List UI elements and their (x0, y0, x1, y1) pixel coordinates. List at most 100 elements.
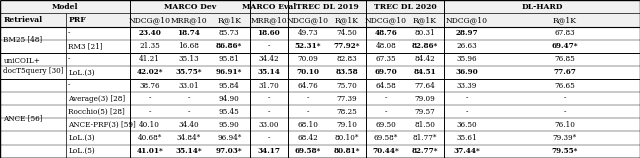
Text: 68.10: 68.10 (298, 121, 318, 129)
Text: -: - (148, 95, 151, 103)
Text: -: - (188, 108, 190, 116)
Text: 70.10: 70.10 (296, 68, 319, 76)
Text: -: - (268, 134, 270, 142)
Text: -: - (307, 95, 309, 103)
Text: 33.39: 33.39 (457, 82, 477, 90)
Text: -: - (68, 55, 70, 63)
Text: 69.47*: 69.47* (552, 42, 578, 50)
Text: 35.61: 35.61 (457, 134, 477, 142)
Text: 95.45: 95.45 (219, 108, 239, 116)
Text: 69.50: 69.50 (376, 121, 396, 129)
Text: -: - (466, 108, 468, 116)
Text: Rocchio(5) [28]: Rocchio(5) [28] (68, 108, 125, 116)
Text: NDCG@10: NDCG@10 (446, 16, 488, 24)
Text: 86.86*: 86.86* (216, 42, 243, 50)
Text: -: - (68, 82, 70, 90)
Text: 34.40: 34.40 (179, 121, 199, 129)
Text: 70.44*: 70.44* (372, 147, 399, 155)
Text: uniCOIL+
docT5query [30]: uniCOIL+ docT5query [30] (3, 57, 64, 75)
Text: 80.10*: 80.10* (335, 134, 359, 142)
Text: 79.57: 79.57 (415, 108, 435, 116)
Text: 35.14: 35.14 (257, 68, 280, 76)
Text: RM3 [21]: RM3 [21] (68, 42, 102, 50)
Text: -: - (148, 108, 151, 116)
Text: 79.39*: 79.39* (553, 134, 577, 142)
Text: 40.68*: 40.68* (138, 134, 162, 142)
Text: 69.58*: 69.58* (374, 134, 398, 142)
Text: 28.97: 28.97 (456, 29, 478, 37)
Text: 35.14*: 35.14* (175, 147, 202, 155)
Text: LoL.(3): LoL.(3) (68, 68, 95, 76)
Text: 95.81: 95.81 (219, 55, 239, 63)
Bar (0, 0, 640, 13)
Text: 68.42: 68.42 (298, 134, 318, 142)
Text: 96.91*: 96.91* (216, 68, 243, 76)
Text: 82.86*: 82.86* (412, 42, 438, 50)
Text: 35.75*: 35.75* (175, 68, 202, 76)
Text: 34.84*: 34.84* (177, 134, 201, 142)
Text: -: - (268, 108, 270, 116)
Text: -: - (385, 95, 387, 103)
Text: 80.81*: 80.81* (333, 147, 360, 155)
Text: 69.70: 69.70 (374, 68, 397, 76)
Text: 16.68: 16.68 (179, 42, 199, 50)
Text: 79.55*: 79.55* (552, 147, 578, 155)
Text: 34.42: 34.42 (259, 55, 279, 63)
Text: DL-HARD: DL-HARD (521, 3, 563, 11)
Text: 33.01: 33.01 (179, 82, 199, 90)
Text: -: - (268, 42, 270, 50)
Text: 85.73: 85.73 (219, 29, 239, 37)
Text: 82.83: 82.83 (337, 55, 357, 63)
Text: 40.10: 40.10 (139, 121, 160, 129)
Text: -: - (564, 108, 566, 116)
Text: -: - (268, 95, 270, 103)
Text: NDCG@10: NDCG@10 (365, 16, 407, 24)
Text: 76.85: 76.85 (554, 55, 575, 63)
Text: 77.64: 77.64 (415, 82, 435, 90)
Text: 76.10: 76.10 (554, 121, 575, 129)
Text: MRR@10: MRR@10 (171, 16, 207, 24)
Text: 48.08: 48.08 (376, 42, 396, 50)
Text: 42.02*: 42.02* (136, 68, 163, 76)
Text: 94.90: 94.90 (219, 95, 239, 103)
Text: 49.73: 49.73 (298, 29, 318, 37)
Text: 96.94*: 96.94* (217, 134, 241, 142)
Text: Model: Model (52, 3, 79, 11)
Text: 81.77*: 81.77* (413, 134, 437, 142)
Text: -: - (188, 95, 190, 103)
Text: 35.13: 35.13 (179, 55, 199, 63)
Text: 97.03*: 97.03* (216, 147, 243, 155)
Text: 95.90: 95.90 (219, 121, 239, 129)
Text: 67.35: 67.35 (376, 55, 396, 63)
Text: TREC DL 2019: TREC DL 2019 (296, 3, 358, 11)
Text: 41.01*: 41.01* (136, 147, 163, 155)
Text: Retrieval: Retrieval (3, 16, 43, 24)
Text: R@1K: R@1K (553, 16, 577, 24)
Text: 34.17: 34.17 (257, 147, 280, 155)
Text: 41.21: 41.21 (139, 55, 160, 63)
Text: 81.50: 81.50 (415, 121, 435, 129)
Text: MARCO Dev: MARCO Dev (164, 3, 216, 11)
Text: NDCG@10: NDCG@10 (287, 16, 329, 24)
Text: 84.51: 84.51 (413, 68, 436, 76)
Text: LoL.(5): LoL.(5) (68, 147, 95, 155)
Text: 82.77*: 82.77* (412, 147, 438, 155)
Text: -: - (68, 29, 70, 37)
Text: 36.50: 36.50 (457, 121, 477, 129)
Text: 78.25: 78.25 (337, 108, 357, 116)
Text: R@1K: R@1K (217, 16, 241, 24)
Text: 18.60: 18.60 (257, 29, 280, 37)
Text: 21.35: 21.35 (140, 42, 160, 50)
Text: 69.58*: 69.58* (295, 147, 321, 155)
Text: 75.70: 75.70 (337, 82, 357, 90)
Text: PRF: PRF (68, 16, 86, 24)
Text: 83.58: 83.58 (335, 68, 358, 76)
Text: ANCE-PRF(3) [59]: ANCE-PRF(3) [59] (68, 121, 136, 129)
Text: TREC DL 2020: TREC DL 2020 (374, 3, 436, 11)
Text: 33.00: 33.00 (259, 121, 279, 129)
Text: 79.09: 79.09 (415, 95, 435, 103)
Text: 70.09: 70.09 (298, 55, 318, 63)
Text: 37.44*: 37.44* (454, 147, 481, 155)
Text: MARCO Eval: MARCO Eval (242, 3, 296, 11)
Text: ANCE [56]: ANCE [56] (3, 114, 43, 122)
